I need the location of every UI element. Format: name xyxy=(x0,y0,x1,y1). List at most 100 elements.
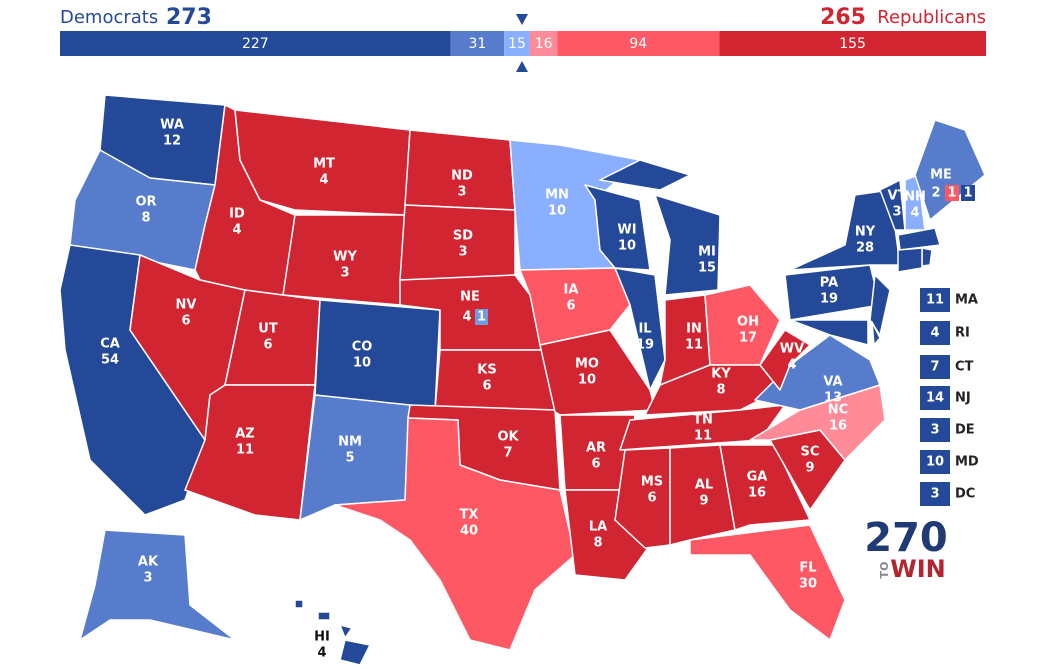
bar-segment xyxy=(504,31,530,56)
state-box xyxy=(920,450,950,474)
state-ev: 4 xyxy=(930,326,939,341)
state-ev: 5 xyxy=(345,451,354,466)
state-abbr: DC xyxy=(955,487,975,502)
state-ev: 9 xyxy=(805,461,814,476)
state-shape xyxy=(654,194,721,296)
district-ev: 1 xyxy=(963,186,972,201)
state-ev: 6 xyxy=(482,379,491,394)
state-shape xyxy=(334,417,576,651)
state-ev: 11 xyxy=(926,293,944,308)
state-abbr: LA xyxy=(589,520,607,535)
bar-segment-label: 155 xyxy=(839,36,866,52)
state-ev: 54 xyxy=(101,353,119,368)
state-ev: 3 xyxy=(892,205,901,220)
state-box xyxy=(920,288,950,312)
state-abbr: UT xyxy=(258,322,278,337)
dem-total: 273 xyxy=(166,5,212,30)
state-abbr: CA xyxy=(100,337,120,352)
state-ev: 10 xyxy=(926,455,944,470)
rep-total: 265 xyxy=(820,5,866,30)
bar-segment-label: 15 xyxy=(508,36,526,52)
state-ev: 16 xyxy=(829,419,847,434)
logo-win: WIN xyxy=(890,555,946,583)
state-shape xyxy=(669,444,736,546)
state-ev: 6 xyxy=(566,299,575,314)
state-abbr: KS xyxy=(477,363,496,378)
state-shape xyxy=(897,247,923,273)
state-ev: 3 xyxy=(458,245,467,260)
district-box xyxy=(961,185,975,201)
state-ev: 30 xyxy=(799,577,817,592)
state-abbr: OK xyxy=(497,430,519,445)
state-abbr: NV xyxy=(176,298,197,313)
state-labels: WA12OR8CA54ID4NV6MT4WY3UT6AZ11CO10NM5ND3… xyxy=(100,118,979,661)
state-ev: 3 xyxy=(930,423,939,438)
state-ev: 19 xyxy=(636,338,654,353)
state-abbr: IN xyxy=(686,322,702,337)
state-shape xyxy=(921,247,933,267)
state-abbr: MT xyxy=(313,157,335,172)
state-abbr: SD xyxy=(453,229,473,244)
state-abbr: IL xyxy=(638,322,651,337)
district-box xyxy=(945,185,959,201)
state-abbr: NJ xyxy=(955,391,971,406)
state-shape xyxy=(184,384,316,521)
state-ev: 10 xyxy=(353,356,371,371)
state-abbr: NC xyxy=(828,403,848,418)
bar-segment xyxy=(450,31,505,56)
state-box xyxy=(920,418,950,442)
state-shape xyxy=(294,599,304,609)
state-abbr: MO xyxy=(575,357,599,372)
state-ev: 9 xyxy=(699,494,708,509)
state-ev: 6 xyxy=(591,457,600,472)
state-shape xyxy=(339,639,371,666)
midpoint-arrow xyxy=(516,14,528,25)
state-box xyxy=(920,321,950,345)
state-abbr: PA xyxy=(820,276,838,291)
logo: 270 TO WIN xyxy=(864,515,948,583)
state-ev: 3 xyxy=(930,487,939,502)
state-abbr: AZ xyxy=(235,427,255,442)
state-abbr: SC xyxy=(801,445,820,460)
state-ev: 6 xyxy=(181,314,190,329)
state-ev: 13 xyxy=(824,391,842,406)
state-ev: 3 xyxy=(340,266,349,281)
state-ev: 3 xyxy=(143,571,152,586)
state-shape xyxy=(314,299,441,411)
state-ev: 7 xyxy=(930,360,939,375)
state-abbr: OH xyxy=(737,315,759,330)
state-shape xyxy=(689,524,846,641)
state-ev: 6 xyxy=(647,491,656,506)
state-abbr: NY xyxy=(855,225,876,240)
state-box xyxy=(920,355,950,379)
state-shape xyxy=(317,611,331,621)
state-ev: 11 xyxy=(236,443,254,458)
state-shape xyxy=(789,319,869,346)
midpoint-arrow xyxy=(516,61,528,72)
state-ev: 2 xyxy=(931,186,940,201)
state-shape xyxy=(789,189,901,271)
state-ev: 11 xyxy=(685,338,703,353)
state-abbr: WV xyxy=(780,342,804,357)
state-ev: 4 xyxy=(232,223,241,238)
state-shape xyxy=(614,447,671,549)
state-abbr: RI xyxy=(955,326,970,341)
bar-segment-label: 31 xyxy=(468,36,486,52)
state-ev: 16 xyxy=(748,486,766,501)
state-ev: 12 xyxy=(163,134,181,149)
state-ev: 4 xyxy=(317,646,326,661)
state-abbr: ME xyxy=(930,168,952,183)
state-abbr: KY xyxy=(711,367,731,382)
state-ev: 10 xyxy=(548,204,566,219)
state-ev: 11 xyxy=(694,429,712,444)
state-ev: 14 xyxy=(926,391,944,406)
state-abbr: WI xyxy=(617,223,636,238)
state-abbr: NE xyxy=(460,290,480,305)
state-shape xyxy=(339,624,353,639)
logo-number: 270 xyxy=(864,515,948,561)
state-box xyxy=(920,482,950,506)
state-abbr: DE xyxy=(955,423,975,438)
state-shape xyxy=(914,119,986,221)
state-abbr: MI xyxy=(698,245,716,260)
state-abbr: IA xyxy=(564,283,579,298)
